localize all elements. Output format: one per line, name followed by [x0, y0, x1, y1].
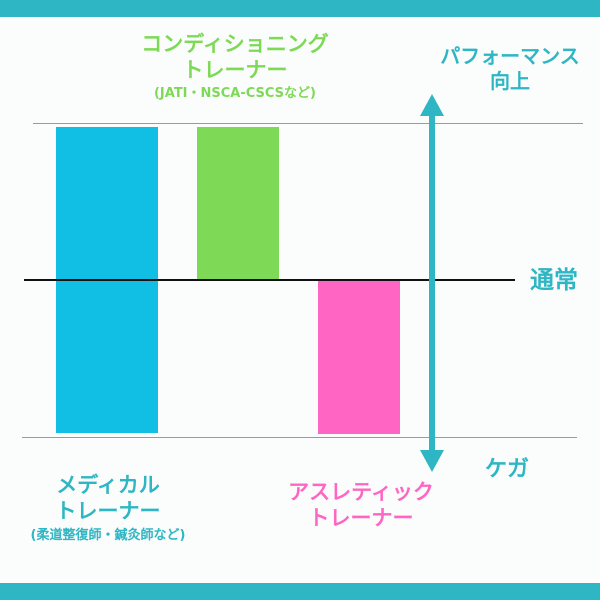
arrow-shaft	[429, 112, 435, 454]
performance-label-line1: パフォーマンス	[440, 44, 580, 68]
conditioning-label-line1: コンディショニング	[141, 32, 329, 56]
performance-guide-line	[33, 123, 583, 124]
athletic-label-line2: トレーナー	[308, 506, 414, 531]
conditioning-trainer-label: コンディショニング トレーナー (JATI・NSCA-CSCSなど)	[100, 31, 370, 104]
double-arrow-icon	[420, 94, 444, 472]
arrow-up-head	[420, 94, 444, 116]
conditioning-label-line2: トレーナー	[182, 58, 288, 83]
athletic-label-line1: アスレティック	[288, 480, 434, 504]
athletic-trainer-bar	[318, 281, 400, 434]
bottom-border-band	[0, 583, 600, 600]
normal-label: 通常	[530, 266, 578, 294]
conditioning-trainer-bar	[197, 127, 279, 279]
medical-label-line2: トレーナー	[55, 499, 161, 524]
medical-trainer-label: メディカル トレーナー (柔道整復師・鍼灸師など)	[8, 472, 208, 547]
injury-label: ケガ	[485, 457, 530, 482]
medical-label-sub: (柔道整復師・鍼灸師など)	[30, 527, 186, 543]
athletic-trainer-label: アスレティック トレーナー	[266, 479, 456, 532]
conditioning-label-sub: (JATI・NSCA-CSCSなど)	[153, 85, 316, 101]
top-border-band	[0, 0, 600, 17]
performance-label-line2: 向上	[490, 69, 530, 93]
injury-guide-line	[22, 437, 577, 438]
arrow-down-head	[420, 450, 444, 472]
performance-label: パフォーマンス 向上	[425, 44, 595, 94]
medical-label-line1: メディカル	[56, 473, 160, 497]
normal-baseline	[24, 279, 515, 281]
